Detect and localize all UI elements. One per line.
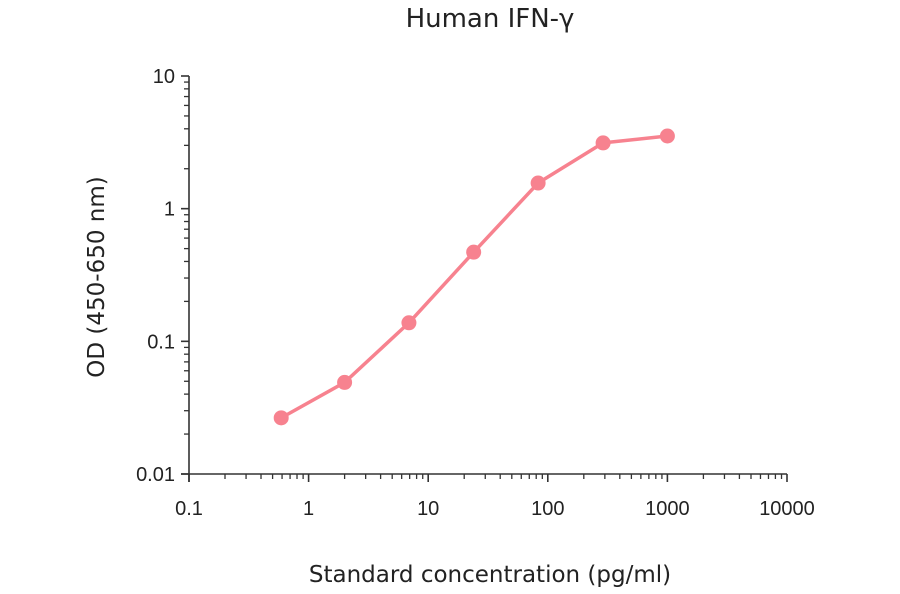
x-axis-label: Standard concentration (pg/ml) (308, 562, 672, 588)
y-tick-label: 10 (153, 66, 175, 88)
data-point-marker (595, 135, 611, 151)
data-point-marker (273, 410, 289, 426)
data-point-marker (659, 128, 675, 144)
x-tick-label: 1000 (645, 498, 690, 520)
data-series (273, 128, 675, 426)
x-tick-label: 1 (303, 498, 314, 520)
x-tick-label: 10000 (759, 498, 815, 520)
x-tick-label: 100 (531, 498, 564, 520)
data-point-marker (401, 315, 417, 331)
x-tick-label: 10 (417, 498, 439, 520)
data-point-marker (337, 374, 353, 390)
y-tick-label: 0.01 (136, 464, 175, 486)
series-line (280, 134, 668, 420)
x-tick-label: 0.1 (175, 498, 203, 520)
y-tick-label: 0.1 (147, 331, 175, 353)
data-point-marker (466, 244, 482, 260)
chart-title: Human IFN-γ (405, 4, 575, 34)
y-axis-label: OD (450-650 nm) (84, 176, 110, 378)
y-tick-label: 1 (164, 199, 175, 221)
data-point-marker (530, 175, 546, 191)
